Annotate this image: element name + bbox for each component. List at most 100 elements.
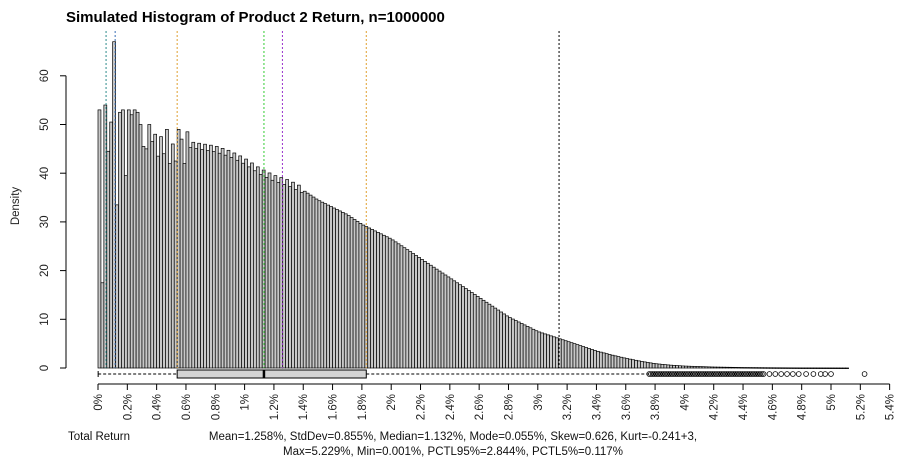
histogram-bar: [669, 364, 674, 369]
histogram-bar: [144, 148, 149, 369]
histogram-bar: [470, 292, 474, 369]
histogram-bar: [226, 149, 231, 369]
histogram-bar: [657, 363, 662, 369]
histogram-bar: [393, 241, 398, 369]
histogram-bar: [534, 330, 539, 369]
outlier-point: [649, 371, 656, 377]
histogram-bar: [637, 360, 641, 369]
outlier-point: [810, 371, 817, 377]
histogram-bar: [719, 366, 723, 369]
y-axis-label: Density: [10, 187, 22, 226]
outlier-point: [757, 371, 763, 377]
histogram-bar: [396, 243, 401, 369]
histogram-bar: [115, 204, 119, 369]
histogram-bar: [836, 367, 841, 369]
outlier-point: [743, 371, 749, 377]
histogram-bar: [707, 366, 712, 369]
reference-lines: [105, 31, 560, 368]
histogram-bar: [159, 136, 163, 369]
histogram-bar: [769, 367, 773, 369]
histogram-bar: [493, 307, 498, 369]
histogram-bar: [170, 143, 175, 369]
x-tick-label: 4.4%: [738, 394, 750, 420]
x-tick-label: 1%: [240, 394, 252, 411]
histogram-bar: [760, 367, 764, 369]
histogram-bar: [634, 359, 638, 369]
histogram-bar: [543, 333, 547, 369]
histogram-bar: [258, 174, 263, 369]
histogram-bar: [525, 326, 530, 369]
histogram-bar: [437, 270, 442, 369]
histogram-bar: [552, 336, 556, 369]
y-tick-label: 20: [39, 264, 51, 277]
histogram-bar: [384, 236, 389, 369]
outlier-point: [718, 371, 725, 377]
histogram-bar: [335, 209, 339, 369]
histogram-bar: [496, 309, 501, 369]
outlier-point: [758, 371, 765, 377]
histogram-bar: [317, 200, 322, 369]
histogram-bar: [710, 366, 715, 369]
histogram-bar: [182, 163, 187, 369]
histogram-bar: [824, 367, 829, 369]
histogram-bar: [241, 162, 245, 369]
outlier-point: [679, 371, 686, 377]
histogram-bar: [842, 367, 847, 369]
histogram-bar: [730, 366, 735, 369]
histogram-bar: [141, 146, 146, 369]
histogram-bar: [751, 367, 756, 369]
x-tick-label: 5.4%: [885, 394, 897, 420]
histogram-bar: [625, 358, 630, 369]
histogram-bar: [590, 349, 594, 369]
outlier-point: [790, 371, 796, 377]
histogram-bar: [537, 331, 542, 369]
outlier-point: [722, 371, 728, 377]
histogram-bar: [528, 327, 533, 369]
histogram-bar: [725, 366, 729, 369]
outlier-point: [704, 371, 711, 377]
outlier-point: [695, 371, 702, 377]
histogram-bar: [748, 367, 753, 369]
histogram-bar: [774, 367, 779, 369]
histogram-bar: [666, 364, 671, 369]
histogram-bar: [106, 150, 111, 369]
histogram-bar: [191, 141, 196, 369]
histogram-bar: [229, 157, 234, 369]
x-tick-label: 1.2%: [269, 394, 281, 420]
x-tick-label: 2.2%: [416, 394, 428, 420]
x-tick-label: 1.8%: [357, 394, 369, 420]
histogram-bar: [288, 186, 292, 369]
histogram-bar: [572, 343, 577, 369]
outlier-point: [751, 371, 758, 377]
outlier-point: [716, 371, 723, 377]
histogram-bar: [839, 367, 844, 369]
outlier-point: [729, 371, 735, 377]
outlier-point: [861, 371, 868, 377]
x-tick-label: 3.8%: [650, 394, 662, 420]
histogram-bar: [467, 290, 471, 369]
histogram-bar: [132, 109, 137, 369]
histogram-bar: [830, 367, 835, 369]
histogram-bar: [813, 367, 817, 369]
y-tick-label: 40: [39, 167, 51, 180]
outlier-point: [748, 371, 755, 377]
histogram-bar: [264, 176, 269, 369]
outlier-point: [784, 371, 790, 377]
histogram-bar: [698, 366, 703, 369]
x-axis-label: Total Return: [68, 431, 131, 443]
histogram-bar: [408, 251, 413, 369]
histogram-bar: [815, 367, 820, 369]
histogram-bar: [513, 320, 518, 369]
histogram-bar: [253, 170, 257, 369]
histogram-bar: [689, 365, 694, 369]
histogram-bar: [305, 192, 310, 369]
histogram-bar: [569, 342, 574, 369]
outlier-point: [795, 371, 802, 377]
histogram-bar: [716, 366, 720, 369]
outlier-point: [653, 371, 660, 377]
x-tick-label: 0.2%: [122, 394, 134, 420]
outlier-point: [674, 371, 681, 377]
outlier-point: [648, 371, 654, 377]
x-tick-label: 1.4%: [298, 394, 310, 420]
histogram-bar: [522, 324, 527, 369]
